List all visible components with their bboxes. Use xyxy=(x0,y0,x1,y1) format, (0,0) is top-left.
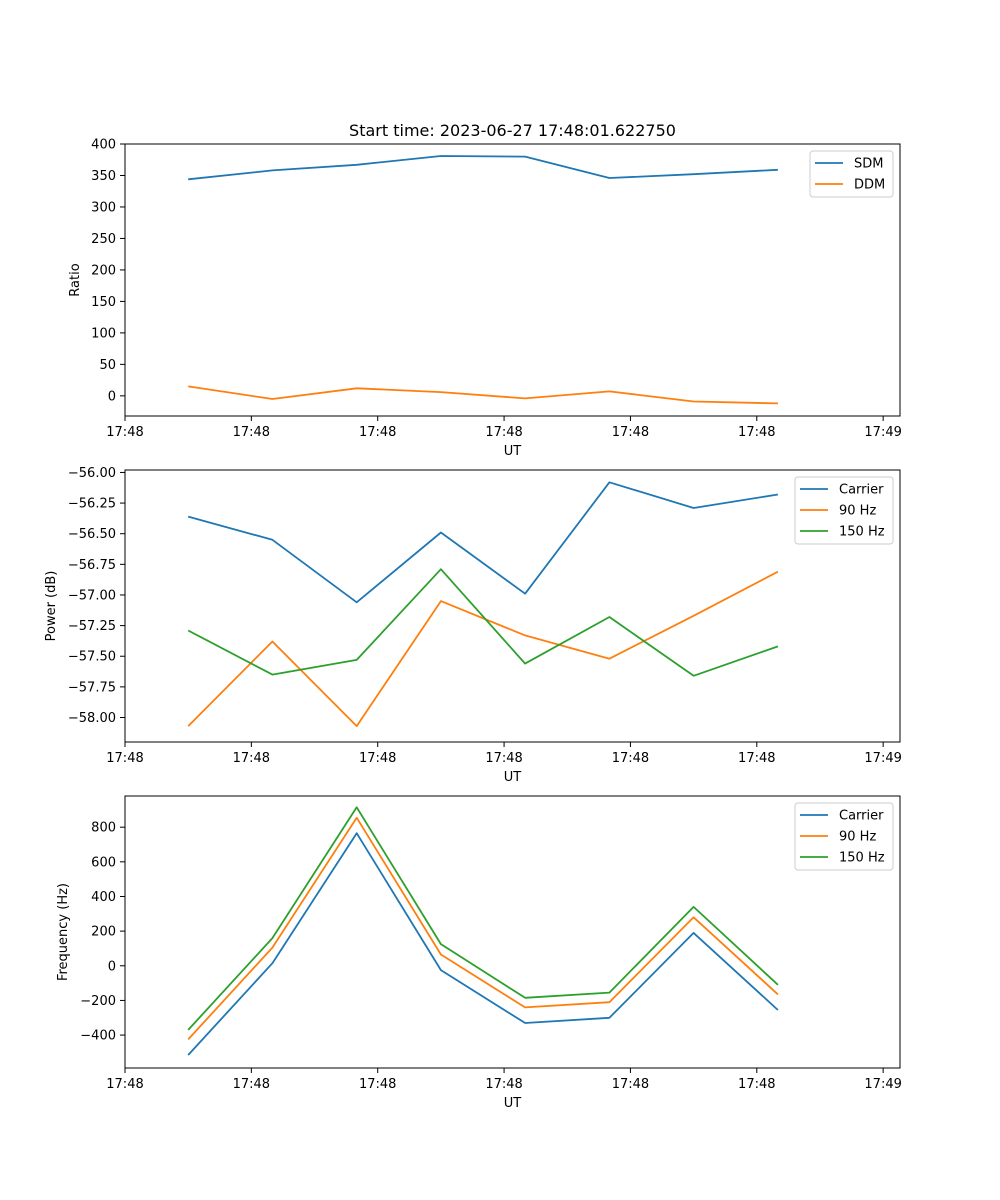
legend-box xyxy=(794,802,894,871)
y-tick-label: −57.75 xyxy=(68,680,116,695)
y-tick-label: −400 xyxy=(80,1029,116,1044)
x-tick-label: 17:48 xyxy=(106,425,143,440)
figure-title: Start time: 2023-06-27 17:48:01.622750 xyxy=(349,121,676,140)
legend-box xyxy=(794,476,894,545)
y-tick-label: −57.00 xyxy=(68,588,116,603)
y-axis-label: Power (dB) xyxy=(44,571,59,642)
y-tick-label: −200 xyxy=(80,994,116,1009)
y-tick-label: 150 xyxy=(91,295,116,310)
y-tick-label: −57.50 xyxy=(68,650,116,665)
y-tick-label: 600 xyxy=(91,855,116,870)
x-tick-label: 17:48 xyxy=(485,751,522,766)
y-axis-label: Ratio xyxy=(68,263,83,296)
y-tick-label: 0 xyxy=(108,959,116,974)
y-tick-label: 0 xyxy=(108,389,116,404)
y-tick-label: −56.75 xyxy=(68,558,116,573)
x-tick-label: 17:48 xyxy=(233,425,270,440)
legend-entry: SDM xyxy=(854,157,883,172)
x-tick-label: 17:48 xyxy=(612,425,649,440)
y-tick-label: −57.25 xyxy=(68,619,116,634)
x-tick-label: 17:48 xyxy=(233,751,270,766)
legend-entry: Carrier xyxy=(839,809,884,824)
x-axis-label: UT xyxy=(504,770,522,785)
x-axis-label: UT xyxy=(504,444,522,459)
x-tick-label: 17:49 xyxy=(864,751,901,766)
plots-container: 17:48 17:48 17:48 17:48 17:48 17:48 17:49 0 50 10… xyxy=(44,138,902,1112)
chart-3: 17:48 17:48 17:48 17:48 17:48 17:48 17:49 −400 −… xyxy=(56,795,902,1111)
legend-entry: 150 Hz xyxy=(839,525,885,540)
legend-entry: Carrier xyxy=(839,483,884,498)
y-tick-label: 200 xyxy=(91,925,116,940)
chart-1: 17:48 17:48 17:48 17:48 17:48 17:48 17:49 0 50 10… xyxy=(68,138,902,460)
x-tick-label: 17:48 xyxy=(233,1077,270,1092)
x-tick-label: 17:48 xyxy=(612,1077,649,1092)
series-line-carrier xyxy=(187,481,779,604)
x-tick-label: 17:49 xyxy=(864,1077,901,1092)
x-tick-label: 17:48 xyxy=(106,1077,143,1092)
legend-entry: DDM xyxy=(854,178,885,193)
y-tick-label: 800 xyxy=(91,821,116,836)
series-line-150-hz xyxy=(187,806,779,1031)
legend-entry: 90 Hz xyxy=(839,830,876,845)
y-tick-label: 50 xyxy=(99,358,116,373)
legend: Carrier 90 Hz 150 Hz xyxy=(794,476,894,545)
y-tick-label: −58.00 xyxy=(68,711,116,726)
series-line-90-hz xyxy=(187,816,779,1041)
y-tick-label: 400 xyxy=(91,890,116,905)
y-tick-label: −56.25 xyxy=(68,497,116,512)
series-line-ddm xyxy=(188,385,778,405)
legend: Carrier 90 Hz 150 Hz xyxy=(794,802,894,871)
x-tick-label: 17:48 xyxy=(106,751,143,766)
x-tick-label: 17:48 xyxy=(485,1077,522,1092)
y-tick-label: 100 xyxy=(91,326,116,341)
x-tick-label: 17:48 xyxy=(485,425,522,440)
axes-frame xyxy=(124,143,901,417)
x-tick-label: 17:48 xyxy=(359,1077,396,1092)
y-tick-label: 250 xyxy=(91,232,116,247)
x-tick-label: 17:48 xyxy=(612,751,649,766)
x-tick-label: 17:48 xyxy=(359,425,396,440)
legend-entry: 90 Hz xyxy=(839,504,876,519)
x-tick-label: 17:48 xyxy=(738,751,775,766)
axes-frame xyxy=(124,469,901,743)
series-line-90-hz xyxy=(187,570,779,727)
y-axis-label: Frequency (Hz) xyxy=(56,883,71,981)
x-tick-label: 17:48 xyxy=(359,751,396,766)
series-line-150-hz xyxy=(187,568,779,677)
x-axis-label: UT xyxy=(504,1096,522,1111)
x-tick-label: 17:48 xyxy=(738,425,775,440)
series-line-carrier xyxy=(187,832,779,1056)
y-tick-label: 300 xyxy=(91,200,116,215)
series-line-sdm xyxy=(188,155,778,181)
x-tick-label: 17:48 xyxy=(738,1077,775,1092)
y-tick-label: −56.00 xyxy=(68,466,116,481)
y-tick-label: 200 xyxy=(91,263,116,278)
chart-2: 17:48 17:48 17:48 17:48 17:48 17:48 17:49 −58.0… xyxy=(44,466,902,785)
legend: SDM DDM xyxy=(809,150,894,198)
legend-entry: 150 Hz xyxy=(839,851,885,866)
y-tick-label: 400 xyxy=(91,138,116,153)
y-tick-label: −56.50 xyxy=(68,527,116,542)
y-tick-label: 350 xyxy=(91,169,116,184)
axes-frame xyxy=(124,795,901,1069)
x-tick-label: 17:49 xyxy=(864,425,901,440)
